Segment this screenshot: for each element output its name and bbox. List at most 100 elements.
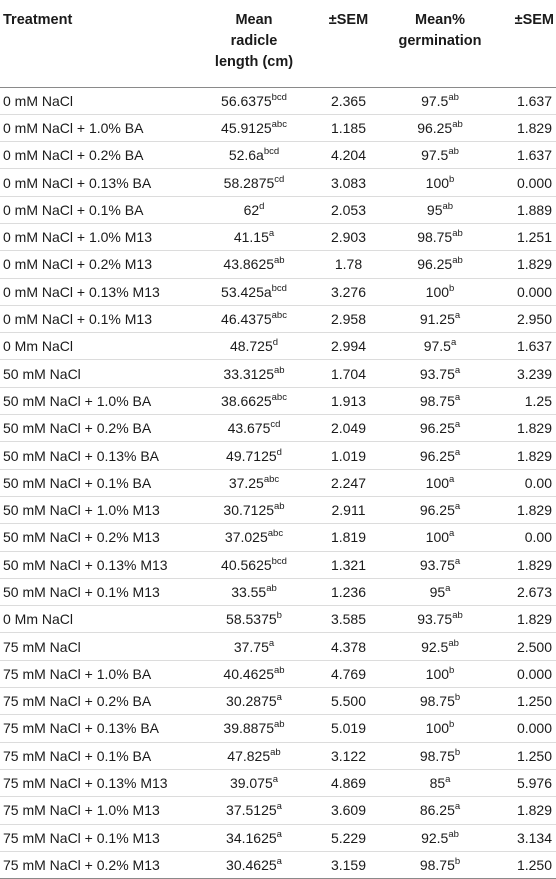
radicle-sem-cell: 4.204 [312, 141, 385, 170]
germination-significance-letters: b [449, 173, 455, 185]
radicle-significance-letters: d [272, 337, 279, 349]
radicle-sem-cell: 1.321 [312, 551, 385, 579]
radicle-sem-cell: 1.236 [312, 578, 385, 607]
radicle-significance-letters: d [276, 446, 282, 458]
radicle-significance-letters: ab [274, 719, 285, 731]
germination-cell: 91.25a [385, 305, 495, 334]
treatment-cell: 0 mM NaCl + 0.1% BA [0, 196, 196, 224]
germination-sem-cell: 0.000 [495, 168, 556, 197]
radicle-length-cell: 30.2875a [196, 687, 312, 716]
germination-significance-letters: a [454, 419, 461, 431]
radicle-significance-letters: a [268, 228, 275, 240]
germination-value: 100 [425, 720, 450, 737]
radicle-length-cell: 33.3125ab [196, 359, 312, 388]
germination-value: 93.75 [419, 556, 455, 573]
treatment-cell: 75 mM NaCl + 0.1% BA [0, 742, 196, 770]
treatment-cell: 0 Mm NaCl [0, 605, 196, 634]
germination-sem-cell: 0.00 [495, 523, 556, 552]
radicle-length-cell: 62d [196, 196, 312, 224]
treatment-cell: 75 mM NaCl + 1.0% BA [0, 660, 196, 689]
radicle-length-cell: 40.4625ab [196, 660, 312, 689]
radicle-length-value: 48.725 [229, 338, 273, 355]
germination-cell: 100a [385, 469, 495, 497]
radicle-sem-cell: 1.913 [312, 387, 385, 416]
germination-significance-letters: ab [448, 637, 459, 649]
treatment-cell: 0 mM NaCl + 1.0% BA [0, 114, 196, 143]
germination-cell: 98.75b [385, 742, 495, 770]
radicle-significance-letters: a [276, 801, 282, 813]
germination-cell: 96.25a [385, 496, 495, 525]
table-row: 75 mM NaCl + 1.0% BA 40.4625ab 4.769 100b 0.… [0, 660, 556, 689]
germination-value: 93.75 [417, 611, 453, 628]
treatment-cell: 50 mM NaCl + 0.1% BA [0, 469, 196, 497]
radicle-sem-cell: 5.500 [312, 687, 385, 716]
germination-cell: 85a [385, 769, 495, 798]
germination-significance-letters: a [449, 528, 455, 540]
germination-significance-letters: b [449, 282, 455, 294]
radicle-length-cell: 37.25abc [196, 469, 312, 497]
germination-value: 100 [425, 474, 450, 491]
radicle-length-value: 37.75 [233, 638, 269, 655]
radicle-sem-cell: 1.019 [312, 441, 385, 470]
germination-significance-letters: a [450, 337, 457, 349]
germination-value: 98.75 [419, 747, 455, 764]
germination-value: 96.25 [417, 256, 453, 273]
germination-sem-cell: 1.637 [495, 141, 556, 170]
radicle-significance-letters: cd [270, 419, 281, 431]
table-row: 75 mM NaCl + 0.13% M13 39.075a 4.869 85a 5.9… [0, 769, 556, 798]
germination-significance-letters: b [454, 746, 461, 758]
germination-significance-letters: ab [448, 828, 459, 840]
radicle-length-cell: 53.425abcd [196, 278, 312, 306]
radicle-sem-cell: 4.869 [312, 769, 385, 798]
germination-value: 97.5 [421, 92, 449, 109]
germination-value: 96.25 [417, 119, 453, 136]
germination-sem-cell: 1.829 [495, 796, 556, 825]
germination-significance-letters: a [454, 801, 461, 813]
germination-sem-cell: 1.829 [495, 441, 556, 470]
radicle-length-cell: 39.8875ab [196, 714, 312, 743]
germination-sem-cell: 0.000 [495, 660, 556, 689]
radicle-length-value: 40.5625 [221, 556, 272, 573]
germination-cell: 100b [385, 660, 495, 689]
radicle-length-value: 39.8875 [223, 720, 275, 737]
germination-significance-letters: a [454, 501, 461, 513]
treatment-cell: 0 mM NaCl [0, 87, 196, 115]
radicle-significance-letters: abc [271, 391, 287, 403]
germination-cell: 92.5ab [385, 824, 495, 852]
germination-significance-letters: a [454, 555, 461, 567]
germination-value: 100 [425, 529, 450, 546]
germination-cell: 100b [385, 278, 495, 306]
radicle-sem-cell: 3.276 [312, 278, 385, 306]
radicle-sem-cell: 3.159 [312, 851, 385, 879]
germination-significance-letters: ab [448, 146, 459, 158]
germination-value: 92.5 [421, 638, 449, 655]
radicle-sem-cell: 1.185 [312, 114, 385, 143]
germination-cell: 96.25a [385, 414, 495, 443]
radicle-length-value: 43.675 [227, 420, 271, 437]
germination-value: 95 [429, 583, 446, 600]
radicle-length-cell: 41.15a [196, 223, 312, 252]
table-row: 75 mM NaCl + 0.1% BA 47.825ab 3.122 98.75b 1… [0, 742, 556, 770]
treatment-cell: 0 mM NaCl + 0.13% M13 [0, 278, 196, 306]
germination-value: 93.75 [419, 365, 455, 382]
germination-significance-letters: ab [448, 91, 459, 103]
germination-cell: 96.25ab [385, 250, 495, 279]
germination-sem-cell: 1.829 [495, 496, 556, 525]
radicle-length-value: 45.9125 [221, 119, 272, 136]
treatment-cell: 50 mM NaCl [0, 359, 196, 388]
germination-sem-cell: 1.829 [495, 250, 556, 279]
table-row: 75 mM NaCl + 0.2% M13 30.4625a 3.159 98.75b… [0, 851, 556, 879]
table-row: 75 mM NaCl + 0.13% BA 39.8875ab 5.019 100b 0… [0, 714, 556, 743]
radicle-sem-cell: 2.053 [312, 196, 385, 224]
germination-cell: 93.75a [385, 551, 495, 579]
germination-sem-cell: 0.00 [495, 469, 556, 497]
germination-significance-letters: ab [452, 118, 463, 130]
radicle-sem-cell: 3.609 [312, 796, 385, 825]
germination-sem-cell: 1.889 [495, 196, 556, 224]
table-row: 0 Mm NaCl 58.5375b 3.585 93.75ab 1.829 [0, 605, 556, 634]
table-row: 50 mM NaCl + 0.13% M13 40.5625bcd 1.321 93.… [0, 551, 556, 579]
table-row: 0 mM NaCl + 0.13% BA 58.2875cd 3.083 100b 0.… [0, 168, 556, 197]
table-row: 75 mM NaCl 37.75a 4.378 92.5ab 2.500 [0, 632, 556, 661]
treatment-cell: 50 mM NaCl + 0.1% M13 [0, 578, 196, 607]
radicle-length-cell: 58.2875cd [196, 168, 312, 197]
